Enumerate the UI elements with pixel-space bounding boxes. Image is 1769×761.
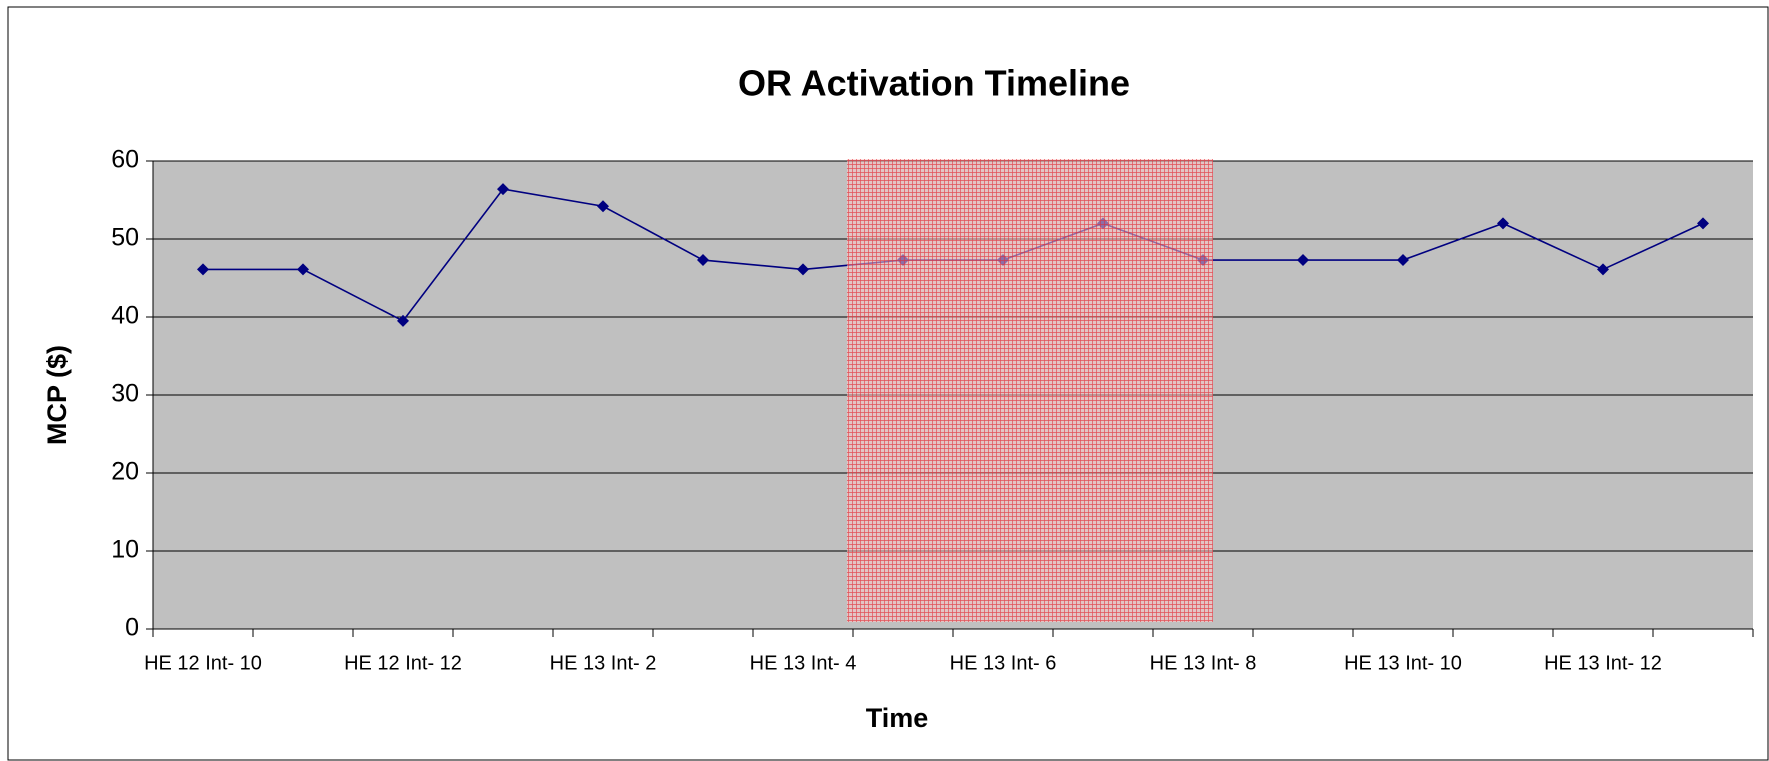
x-tick-label: HE 12 Int- 10 (144, 652, 262, 674)
data-point (297, 263, 309, 276)
data-point (1597, 263, 1609, 276)
x-tick-label: HE 13 Int- 4 (750, 652, 857, 674)
x-tick-label: HE 13 Int- 10 (1344, 652, 1462, 674)
data-point (597, 200, 609, 213)
x-tick-label: HE 13 Int- 12 (1544, 652, 1662, 674)
data-point (497, 183, 509, 196)
data-point (1397, 254, 1409, 267)
y-tick-label: 0 (125, 614, 139, 642)
data-point (1497, 217, 1509, 230)
data-point (1297, 254, 1309, 267)
data-point (797, 263, 809, 276)
y-tick-label: 30 (111, 380, 139, 408)
y-tick-label: 50 (111, 224, 139, 252)
chart-title: OR Activation Timeline (738, 63, 1130, 104)
y-tick-label: 10 (111, 536, 139, 564)
data-point (697, 254, 709, 267)
x-tick-label: HE 12 Int- 12 (344, 652, 462, 674)
y-axis-title: MCP ($) (42, 345, 72, 445)
y-tick-label: 60 (111, 146, 139, 174)
x-tick-label: HE 13 Int- 6 (950, 652, 1057, 674)
x-axis-title: Time (866, 703, 929, 733)
x-tick-label: HE 13 Int- 2 (550, 652, 657, 674)
data-point (197, 263, 209, 276)
y-tick-label: 20 (111, 458, 139, 486)
y-tick-label: 40 (111, 302, 139, 330)
data-point (1697, 217, 1709, 230)
data-point (397, 314, 409, 327)
highlight-region (847, 159, 1213, 622)
x-tick-label: HE 13 Int- 8 (1150, 652, 1257, 674)
